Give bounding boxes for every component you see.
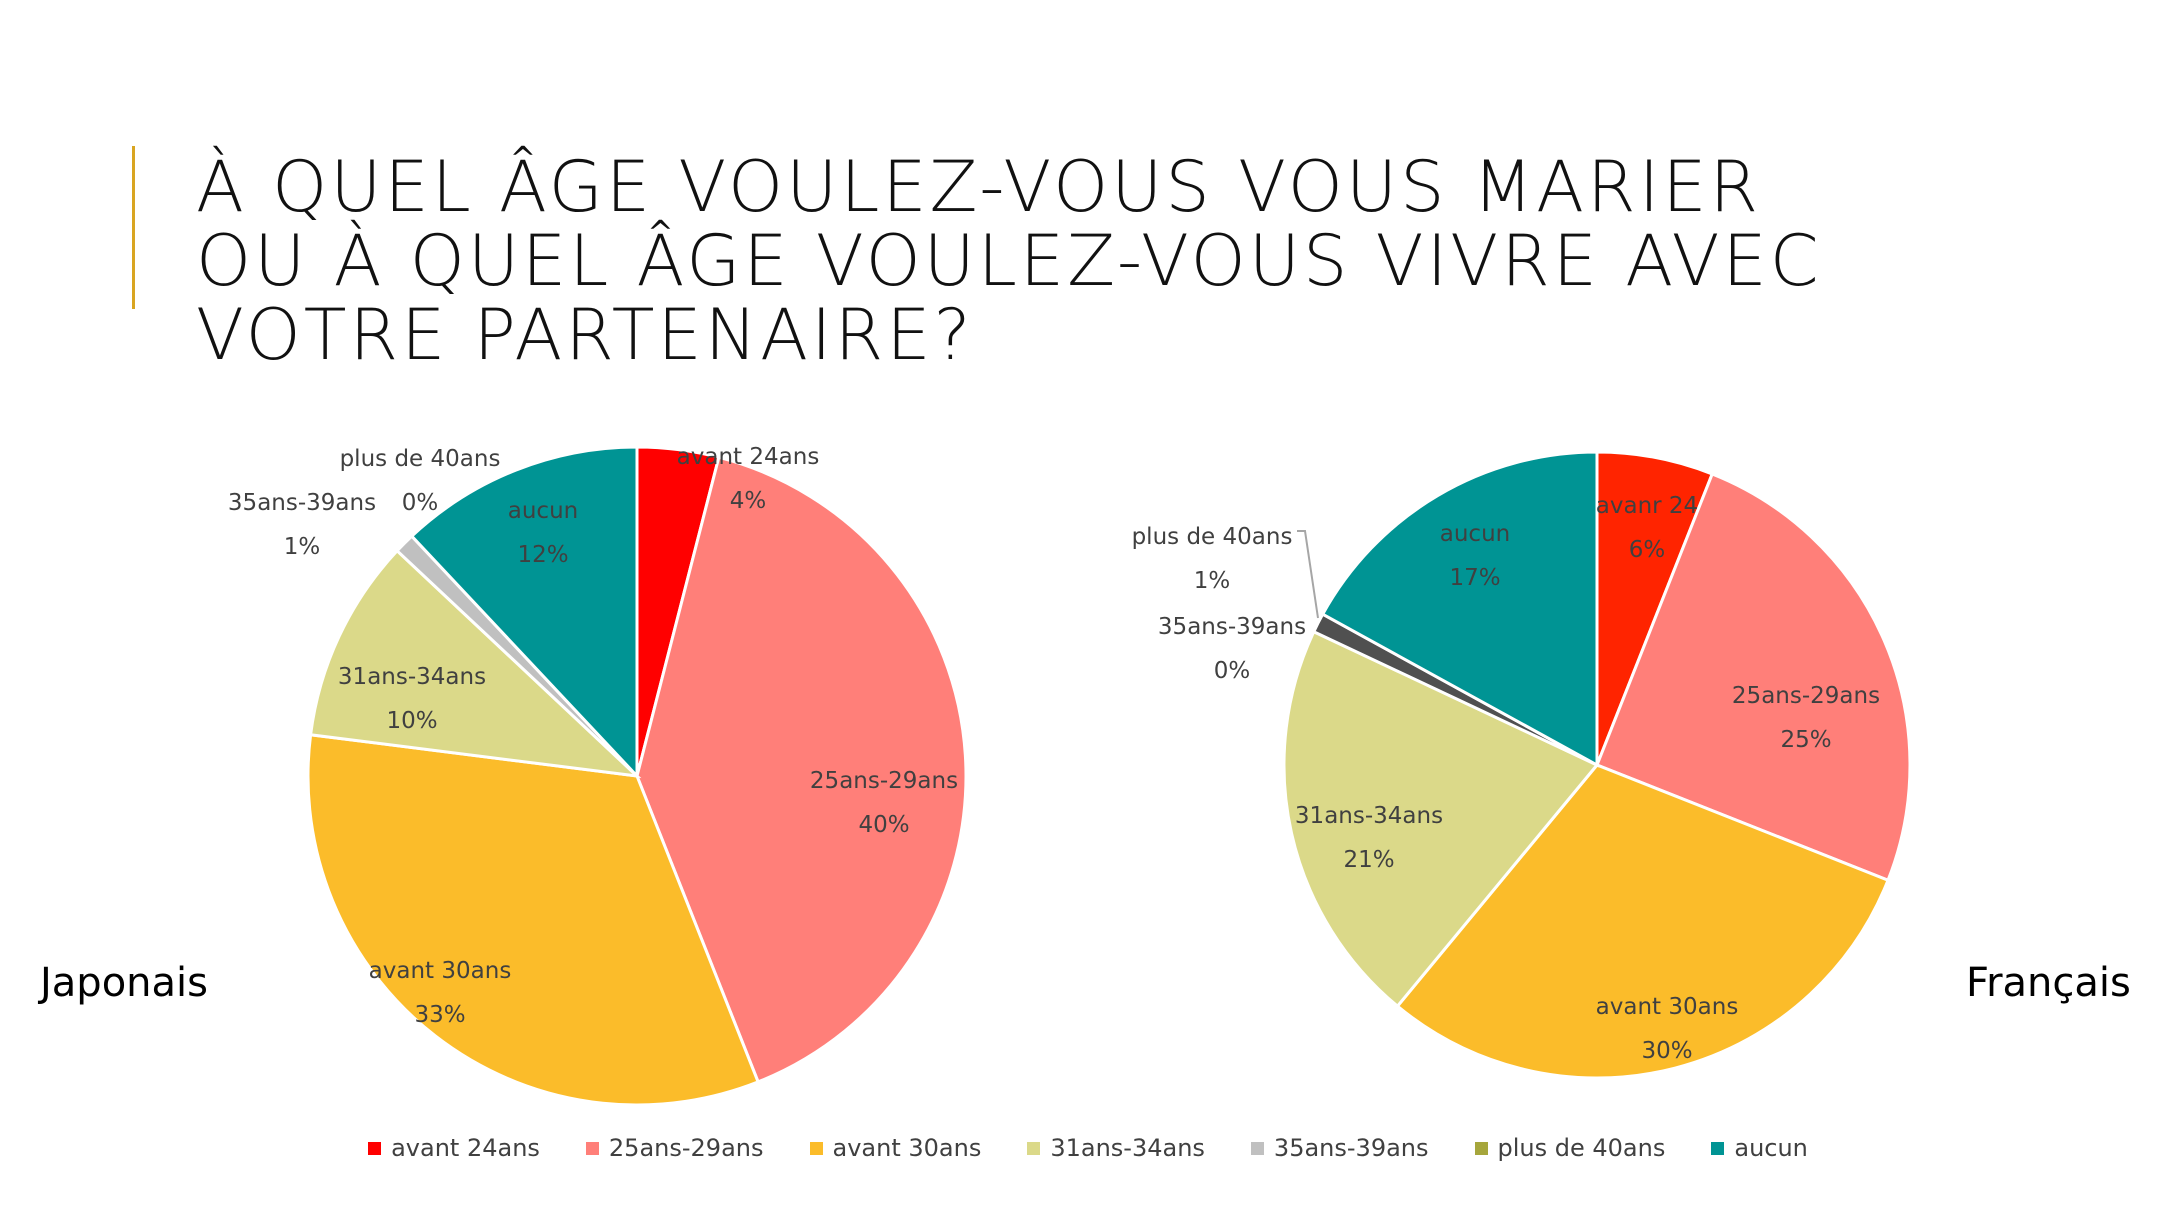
pie-slice-aucun [409, 445, 639, 780]
data-label-category: aucun [1440, 521, 1510, 547]
legend-label: plus de 40ans [1497, 1134, 1666, 1162]
title-accent-bar [132, 146, 135, 309]
data-label-value: 33% [414, 1002, 465, 1028]
legend-item: 35ans-39ans [1250, 1134, 1429, 1162]
legend-label: aucun [1734, 1134, 1808, 1162]
data-label-value: 0% [1214, 658, 1251, 684]
data-label-category: plus de 40ans [340, 446, 501, 472]
data-label-value: 1% [284, 534, 321, 560]
data-label-value: 6% [1629, 537, 1666, 563]
data-label-category: 35ans-39ans [228, 490, 376, 516]
data-label-value: 4% [730, 488, 767, 514]
pie-slice-aucun [1320, 450, 1599, 768]
data-label-category: 35ans-39ans [1158, 614, 1306, 640]
legend-swatch [368, 1141, 382, 1155]
legend-item: aucun [1711, 1134, 1808, 1162]
pie-slice-avant-24ans [1595, 450, 1715, 766]
pie-slice-25ans-29ans [1595, 472, 1912, 883]
pie-slice-31ans-34ans [1282, 629, 1600, 1009]
data-label-value: 12% [517, 542, 568, 568]
data-label-category: avanr 24 [1596, 493, 1698, 519]
legend-item: avant 24ans [368, 1134, 540, 1162]
data-label-value: 10% [386, 708, 437, 734]
data-label-category: 31ans-34ans [338, 664, 486, 690]
legend-swatch [809, 1141, 823, 1155]
chart-label-francais: Français [1966, 960, 2131, 1006]
data-label-value: 21% [1343, 847, 1394, 873]
data-label-category: 25ans-29ans [810, 768, 958, 794]
chart-label-japonais: Japonais [40, 960, 208, 1006]
pie-chart-1: avanr 24 6% 25ans-29ans 25% avant 30ans 30% 31… [1132, 450, 1912, 1080]
pie-slice-25ans-29ans [635, 455, 968, 1084]
legend-label: 35ans-39ans [1273, 1134, 1429, 1162]
pie-chart-0: avant 24ans 4% 25ans-29ans 40% avant 30ans 33… [228, 444, 968, 1107]
data-label-value: 40% [858, 812, 909, 838]
data-label-value: 1% [1194, 568, 1231, 594]
data-label-category: aucun [508, 498, 578, 524]
data-label-category: plus de 40ans [1132, 524, 1293, 550]
legend-swatch [1027, 1141, 1041, 1155]
data-label-category: avant 24ans [677, 444, 820, 470]
pie-slice-avant-30ans [306, 733, 761, 1107]
slide-title: À QUEL ÂGE VOULEZ-VOUS VOUS MARIER OU À … [196, 146, 1822, 376]
data-label-category: 31ans-34ans [1295, 803, 1443, 829]
legend-item: plus de 40ans [1474, 1134, 1666, 1162]
data-label-value: 25% [1780, 727, 1831, 753]
data-label-category: avant 30ans [1596, 994, 1739, 1020]
legend-swatch [1474, 1141, 1488, 1155]
legend-label: avant 24ans [391, 1134, 540, 1162]
pie-slice-avant-30ans [1395, 763, 1890, 1080]
data-label-category: avant 30ans [369, 958, 512, 984]
data-label-category: 25ans-29ans [1732, 683, 1880, 709]
legend-label: avant 30ans [832, 1134, 982, 1162]
legend-item: 31ans-34ans [1027, 1134, 1205, 1162]
chart-legend: avant 24ans 25ans-29ans avant 30ans 31ans-3… [0, 1134, 2176, 1162]
legend-swatch [1250, 1141, 1264, 1155]
data-label-value: 30% [1641, 1038, 1692, 1064]
data-label-value: 0% [402, 490, 439, 516]
data-label-value: 17% [1449, 565, 1500, 591]
pie-slice-31ans-34ans [308, 548, 642, 779]
legend-item: avant 30ans [809, 1134, 982, 1162]
legend-label: 31ans-34ans [1050, 1134, 1205, 1162]
legend-label: 25ans-29ans [608, 1134, 764, 1162]
leader-line [1297, 530, 1319, 619]
legend-item: 25ans-29ans [585, 1134, 764, 1162]
legend-swatch [585, 1141, 599, 1155]
legend-swatch [1711, 1141, 1725, 1155]
